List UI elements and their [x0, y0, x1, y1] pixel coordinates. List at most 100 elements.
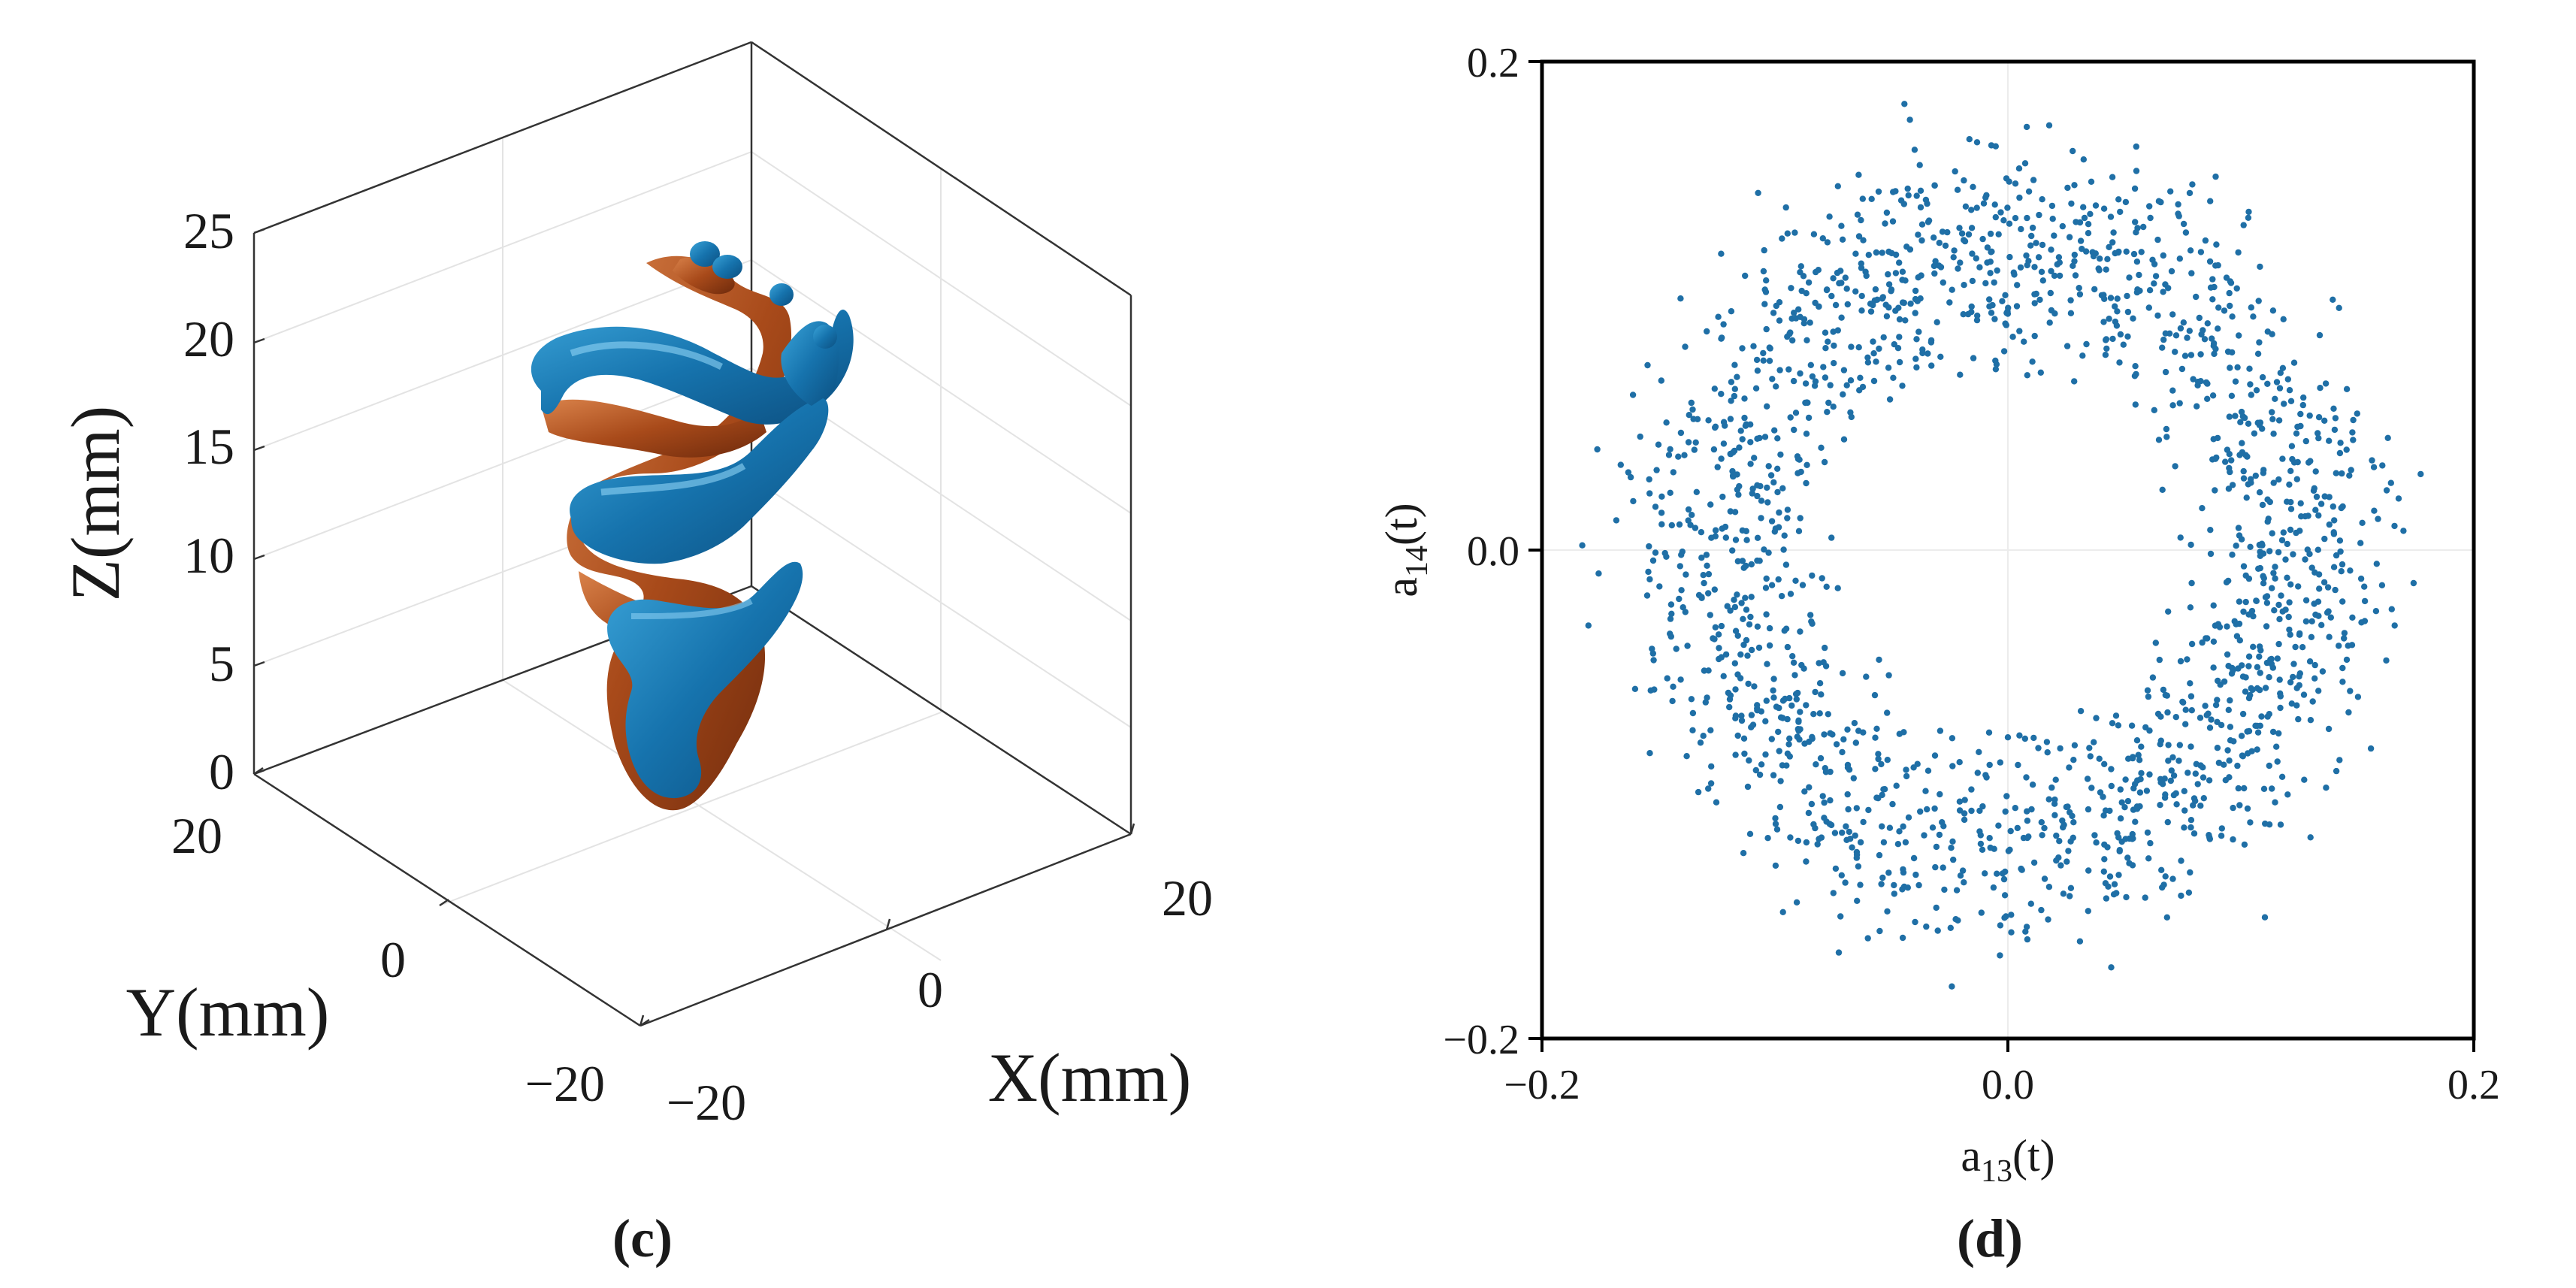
scatter-point — [1764, 661, 1770, 667]
scatter-point — [2169, 754, 2176, 760]
scatter-point — [1750, 343, 1757, 349]
scatter-point — [1793, 696, 1800, 703]
scatter-point — [2111, 881, 2118, 887]
scatter-point — [1724, 603, 1731, 609]
scatter-point — [1795, 717, 1802, 724]
scatter-point — [1934, 927, 1941, 934]
scatter-point — [1803, 290, 1810, 297]
scatter-point — [2210, 602, 2217, 609]
scatter-point — [1956, 759, 1963, 766]
scatter-point — [2064, 858, 2070, 865]
scatter-point — [1885, 281, 1893, 288]
scatter-point — [2268, 655, 2275, 663]
scatter-point — [1761, 246, 1767, 254]
scatter-point — [2257, 670, 2263, 676]
scatter-point — [1822, 345, 1829, 352]
scatter-point — [2193, 293, 2200, 301]
scatter-point — [2236, 532, 2243, 539]
scatter-point — [2233, 543, 2239, 549]
scatter-point — [2207, 550, 2215, 558]
scatter-point — [1982, 772, 1989, 779]
scatter-point — [1905, 192, 1912, 199]
scatter-point — [1947, 924, 1954, 932]
scatter-point — [1760, 357, 1767, 364]
scatter-point — [2326, 521, 2333, 528]
scatter-point — [1895, 304, 1902, 311]
scatter-point — [2302, 597, 2310, 604]
scatter-point — [2311, 661, 2318, 669]
scatter-point — [2024, 936, 2031, 943]
scatter-point — [1985, 729, 1993, 736]
scatter-point — [2172, 463, 2178, 470]
scatter-point — [2209, 335, 2215, 342]
scatter-point — [2269, 728, 2277, 736]
scatter-point — [1875, 188, 1882, 195]
scatter-point — [2071, 251, 2078, 259]
scatter-point — [2155, 198, 2163, 204]
scatter-point — [1727, 416, 1734, 422]
scatter-point — [2035, 745, 2042, 751]
scatter-point — [1749, 490, 1755, 497]
scatter-point — [2261, 914, 2269, 921]
scatter-point — [1790, 377, 1797, 385]
scatter-point — [1843, 836, 1850, 844]
scatter-point — [2268, 661, 2275, 667]
scatter-point — [1968, 225, 1976, 231]
scatter-point — [1695, 591, 1703, 599]
scatter-point — [1726, 696, 1734, 703]
scatter-point — [1839, 236, 1846, 243]
scatter-point — [1716, 645, 1722, 652]
scatter-point — [2293, 685, 2300, 691]
scatter-point — [2043, 739, 2051, 745]
scatter-point — [1595, 570, 1602, 577]
scatter-point — [1951, 247, 1958, 254]
scatter-point — [1791, 672, 1798, 679]
scatter-point — [2000, 217, 2007, 224]
scatter-point — [1876, 345, 1882, 352]
scatter-point — [1758, 761, 1765, 768]
scatter-point — [1760, 268, 1767, 275]
scatter-point — [1676, 595, 1683, 603]
scatter-point — [1987, 259, 1994, 265]
scatter-point — [1819, 793, 1826, 800]
scatter-point — [2287, 679, 2294, 686]
scatter-point — [1834, 327, 1841, 334]
scatter-point — [2245, 611, 2252, 618]
scatter-point — [1844, 791, 1851, 798]
scatter-point — [1712, 423, 1719, 430]
scatter-point — [1968, 303, 1975, 310]
scatter-point — [1735, 491, 1742, 498]
scatter-point — [2207, 198, 2214, 204]
scatter-point — [2345, 709, 2352, 716]
scatter-point — [2211, 350, 2218, 358]
scatter-point — [1946, 299, 1953, 306]
scatter-point — [2091, 286, 2098, 293]
scatter-point — [1986, 303, 1993, 310]
scatter-point — [2046, 319, 2053, 326]
scatter-point — [2060, 821, 2067, 828]
scatter-point — [1899, 277, 1906, 283]
scatter-point — [1762, 289, 1770, 295]
scatter-point — [1896, 358, 1903, 366]
scatter-point — [1736, 444, 1743, 451]
y-tick-label: 0.2 — [1467, 40, 1519, 86]
scatter-point — [2172, 332, 2180, 339]
scatter-point — [1629, 392, 1637, 398]
scatter-point — [2067, 893, 2073, 899]
scatter-point — [2296, 630, 2303, 637]
scatter-point — [2286, 387, 2293, 394]
scatter-point — [2226, 289, 2233, 297]
scatter-point — [2302, 556, 2308, 563]
scatter-point — [2208, 716, 2215, 723]
scatter-point — [1999, 298, 2006, 304]
scatter-point — [2116, 848, 2123, 855]
scatter-point — [2288, 443, 2296, 449]
scatter-point — [2172, 714, 2179, 721]
scatter-point — [2277, 821, 2284, 828]
scatter-point — [2108, 782, 2115, 790]
scatter-point — [2106, 316, 2112, 322]
scatter-point — [2159, 486, 2166, 493]
scatter-point — [1740, 615, 1746, 622]
scatter-point — [2242, 598, 2249, 606]
scatter-point — [1784, 515, 1791, 522]
